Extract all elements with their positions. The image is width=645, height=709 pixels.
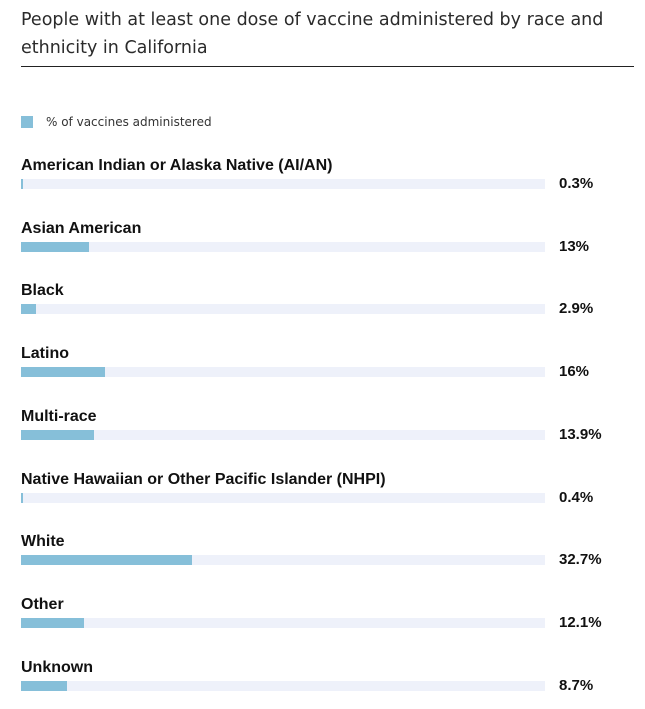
bar-row: Native Hawaiian or Other Pacific Islande… bbox=[21, 471, 621, 521]
title-divider bbox=[21, 66, 634, 67]
bar-track bbox=[21, 617, 545, 628]
category-label: American Indian or Alaska Native (AI/AN) bbox=[21, 157, 333, 174]
category-label: Latino bbox=[21, 345, 69, 363]
data-label: 16% bbox=[559, 363, 590, 381]
data-label: 13% bbox=[559, 237, 590, 255]
bar-row: Latino 16% bbox=[21, 345, 621, 395]
category-label: Black bbox=[21, 282, 64, 300]
bar bbox=[21, 429, 94, 440]
bar bbox=[21, 367, 105, 378]
data-label: 0.3% bbox=[559, 175, 594, 192]
chart-legend: % of vaccines administered bbox=[21, 114, 212, 130]
category-label: White bbox=[21, 533, 65, 551]
bar-row: White 32.7% bbox=[21, 533, 621, 583]
bar-track bbox=[21, 241, 545, 252]
bar-row: Other 12.1% bbox=[21, 596, 621, 646]
bar bbox=[21, 680, 67, 691]
bar-track bbox=[21, 367, 545, 378]
data-label: 8.7% bbox=[559, 676, 594, 694]
bar-row: Multi-race 13.9% bbox=[21, 408, 621, 458]
bar-row: Black 2.9% bbox=[21, 282, 621, 332]
bar-track bbox=[21, 179, 545, 189]
category-label: Asian American bbox=[21, 219, 142, 237]
bar-track bbox=[21, 429, 545, 440]
bar bbox=[21, 179, 23, 189]
bar bbox=[21, 304, 37, 315]
category-label: Other bbox=[21, 595, 64, 613]
bar-track bbox=[21, 555, 545, 566]
bar-row: American Indian or Alaska Native (AI/AN)… bbox=[21, 157, 621, 207]
data-label: 13.9% bbox=[559, 425, 602, 443]
legend-swatch bbox=[21, 116, 33, 128]
category-label: Unknown bbox=[21, 658, 93, 676]
bar-track bbox=[21, 492, 545, 503]
category-label: Native Hawaiian or Other Pacific Islande… bbox=[21, 470, 386, 488]
data-label: 2.9% bbox=[559, 300, 594, 318]
legend-label: % of vaccines administered bbox=[46, 115, 212, 129]
data-label: 12.1% bbox=[559, 613, 602, 631]
data-label: 0.4% bbox=[559, 488, 594, 506]
chart-title: People with at least one dose of vaccine… bbox=[21, 10, 604, 58]
bar-track bbox=[21, 304, 545, 315]
data-label: 32.7% bbox=[559, 551, 602, 569]
bar bbox=[21, 555, 193, 566]
category-label: Multi-race bbox=[21, 407, 97, 425]
bar bbox=[21, 492, 24, 503]
bar bbox=[21, 617, 85, 628]
bar-row: Asian American 13% bbox=[21, 220, 621, 270]
bar bbox=[21, 241, 90, 252]
bar-row: Unknown 8.7% bbox=[21, 659, 621, 709]
bar-track bbox=[21, 680, 545, 691]
